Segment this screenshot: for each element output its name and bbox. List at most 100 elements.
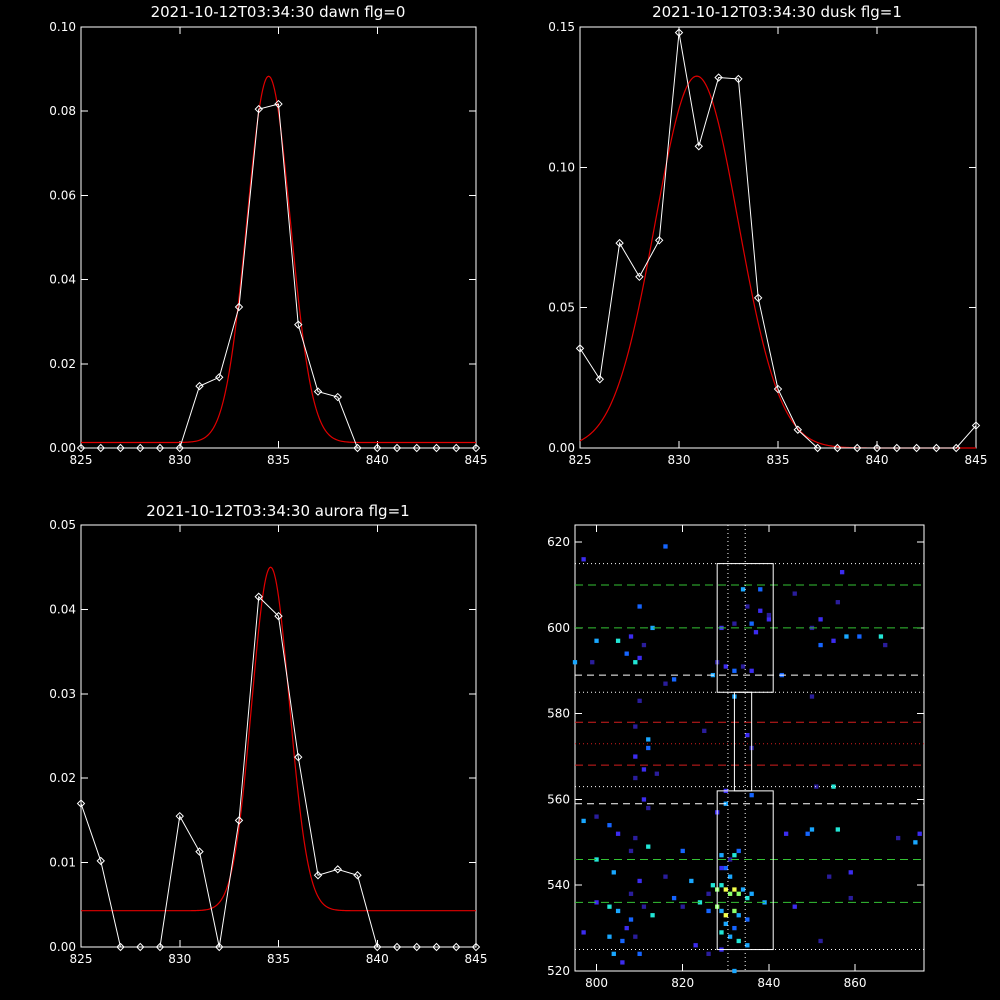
heatmap-cell xyxy=(723,887,728,892)
heatmap-cell xyxy=(732,925,737,931)
data-point-marker xyxy=(333,865,342,874)
heatmap-cell xyxy=(809,827,815,832)
heatmap-cell xyxy=(749,668,754,673)
panel-dawn: 2021-10-12T03:34:30 dawn flg=0 825 830 835… xyxy=(49,3,487,467)
heatmap-cell xyxy=(633,835,638,841)
heatmap-cell xyxy=(663,544,668,549)
heatmap-cell xyxy=(827,874,832,879)
heatmap-cell xyxy=(805,831,810,836)
heatmap-cell xyxy=(736,938,741,944)
y-tick-label: 0.05 xyxy=(548,301,575,315)
heatmap-cell xyxy=(671,895,677,901)
data-point-marker xyxy=(852,443,862,453)
x-tick-label: 845 xyxy=(465,952,488,966)
heatmap-cell xyxy=(732,621,737,626)
data-point-marker xyxy=(392,942,402,952)
data-marks xyxy=(575,28,981,453)
heatmap-cell xyxy=(753,630,759,635)
x-tick-label: 840 xyxy=(366,952,389,966)
panel-aurora: 2021-10-12T03:34:30 aurora flg=1 825 830 8… xyxy=(49,502,487,966)
data-point-marker xyxy=(392,443,402,453)
heatmap-cell xyxy=(671,677,677,682)
heatmap-cell xyxy=(848,895,853,901)
heatmap-cell xyxy=(663,874,668,879)
heatmap-cell xyxy=(732,968,737,974)
y-tick-label: 0.06 xyxy=(49,188,76,202)
heatmap-cell xyxy=(727,874,733,879)
data-point-marker xyxy=(734,74,743,84)
heatmap-cell xyxy=(641,642,647,648)
chart-title: 2021-10-12T03:34:30 dawn flg=0 xyxy=(151,3,406,21)
heatmap-cell xyxy=(615,831,621,836)
x-tick-label: 830 xyxy=(168,453,191,467)
heatmap-cell xyxy=(633,754,638,759)
data-point-marker xyxy=(76,799,86,808)
heatmap-cell xyxy=(628,891,634,896)
heatmap-cell xyxy=(628,917,634,922)
data-point-marker xyxy=(971,421,981,430)
data-point-marker xyxy=(195,847,204,856)
heatmap-cell xyxy=(883,642,888,648)
heatmap-cell xyxy=(857,634,862,639)
heatmap-cell xyxy=(680,848,685,854)
heatmap-cell xyxy=(732,853,737,858)
heatmap-cell xyxy=(615,908,621,914)
y-tick-label: 0.10 xyxy=(548,160,575,174)
data-point-marker xyxy=(155,443,165,453)
heatmap-cell xyxy=(624,925,629,931)
panel-heatmap: 800 820 840 860 520 540 560 580 600 620 xyxy=(547,524,925,990)
data-point-marker xyxy=(654,236,664,245)
heatmap-cell xyxy=(758,608,763,613)
heatmap-cell xyxy=(818,617,823,622)
x-tick-label: 845 xyxy=(465,453,488,467)
y-tick-label: 0.10 xyxy=(49,20,76,34)
data-point-marker xyxy=(471,942,481,952)
heatmap-cell xyxy=(607,934,612,939)
heatmap-cell xyxy=(710,883,716,888)
heatmap-cell xyxy=(594,900,599,905)
data-point-marker xyxy=(136,443,145,453)
data-point-marker xyxy=(432,443,441,453)
data-point-marker xyxy=(912,443,921,453)
heatmap-cell xyxy=(581,930,586,935)
heatmap-cell xyxy=(723,921,728,926)
data-point-marker xyxy=(116,443,125,453)
y-tick-label: 0.02 xyxy=(49,357,76,371)
heatmap-cell xyxy=(719,908,724,914)
data-series-line xyxy=(81,103,476,449)
x-tick-label: 840 xyxy=(757,976,780,990)
heatmap-cell xyxy=(650,913,655,918)
heatmap-cell xyxy=(646,737,651,742)
y-tick-label: 620 xyxy=(547,535,570,549)
x-tick-label: 825 xyxy=(569,453,592,467)
heatmap-cell xyxy=(745,943,750,948)
heatmap-cell xyxy=(831,638,836,643)
y-tick-label: 580 xyxy=(547,707,570,721)
y-tick-label: 0.02 xyxy=(49,771,76,785)
x-tick-label: 825 xyxy=(70,952,93,966)
data-point-marker xyxy=(254,592,263,601)
heatmap-cell xyxy=(814,784,819,789)
panel-dusk: 2021-10-12T03:34:30 dusk flg=1 825 830 835… xyxy=(548,3,987,467)
data-point-marker xyxy=(175,443,184,453)
x-tick-label: 845 xyxy=(965,453,988,467)
data-point-marker xyxy=(575,344,585,353)
data-point-marker xyxy=(195,381,204,391)
heatmap-cell xyxy=(624,651,629,656)
heatmap-cell xyxy=(641,904,647,909)
axis-ticks: 825 830 835 840 845 0.00 0.05 0.10 0.15 xyxy=(548,20,987,467)
gaussian-fit-line xyxy=(81,566,476,912)
heatmap-cell xyxy=(646,745,651,751)
heatmap-cell xyxy=(835,827,840,832)
heatmap-cell xyxy=(723,865,728,871)
heatmap-cell xyxy=(633,775,638,781)
heatmap-cell xyxy=(615,638,621,643)
heatmap-cell xyxy=(839,570,845,575)
heatmap-cell xyxy=(706,951,711,956)
heatmap-cell xyxy=(736,848,741,854)
heatmap-cell xyxy=(917,831,922,836)
heatmap-cell xyxy=(594,814,599,819)
heatmap-cell xyxy=(641,767,647,772)
heatmap-cell xyxy=(745,917,750,922)
heatmap-cell xyxy=(706,908,711,914)
